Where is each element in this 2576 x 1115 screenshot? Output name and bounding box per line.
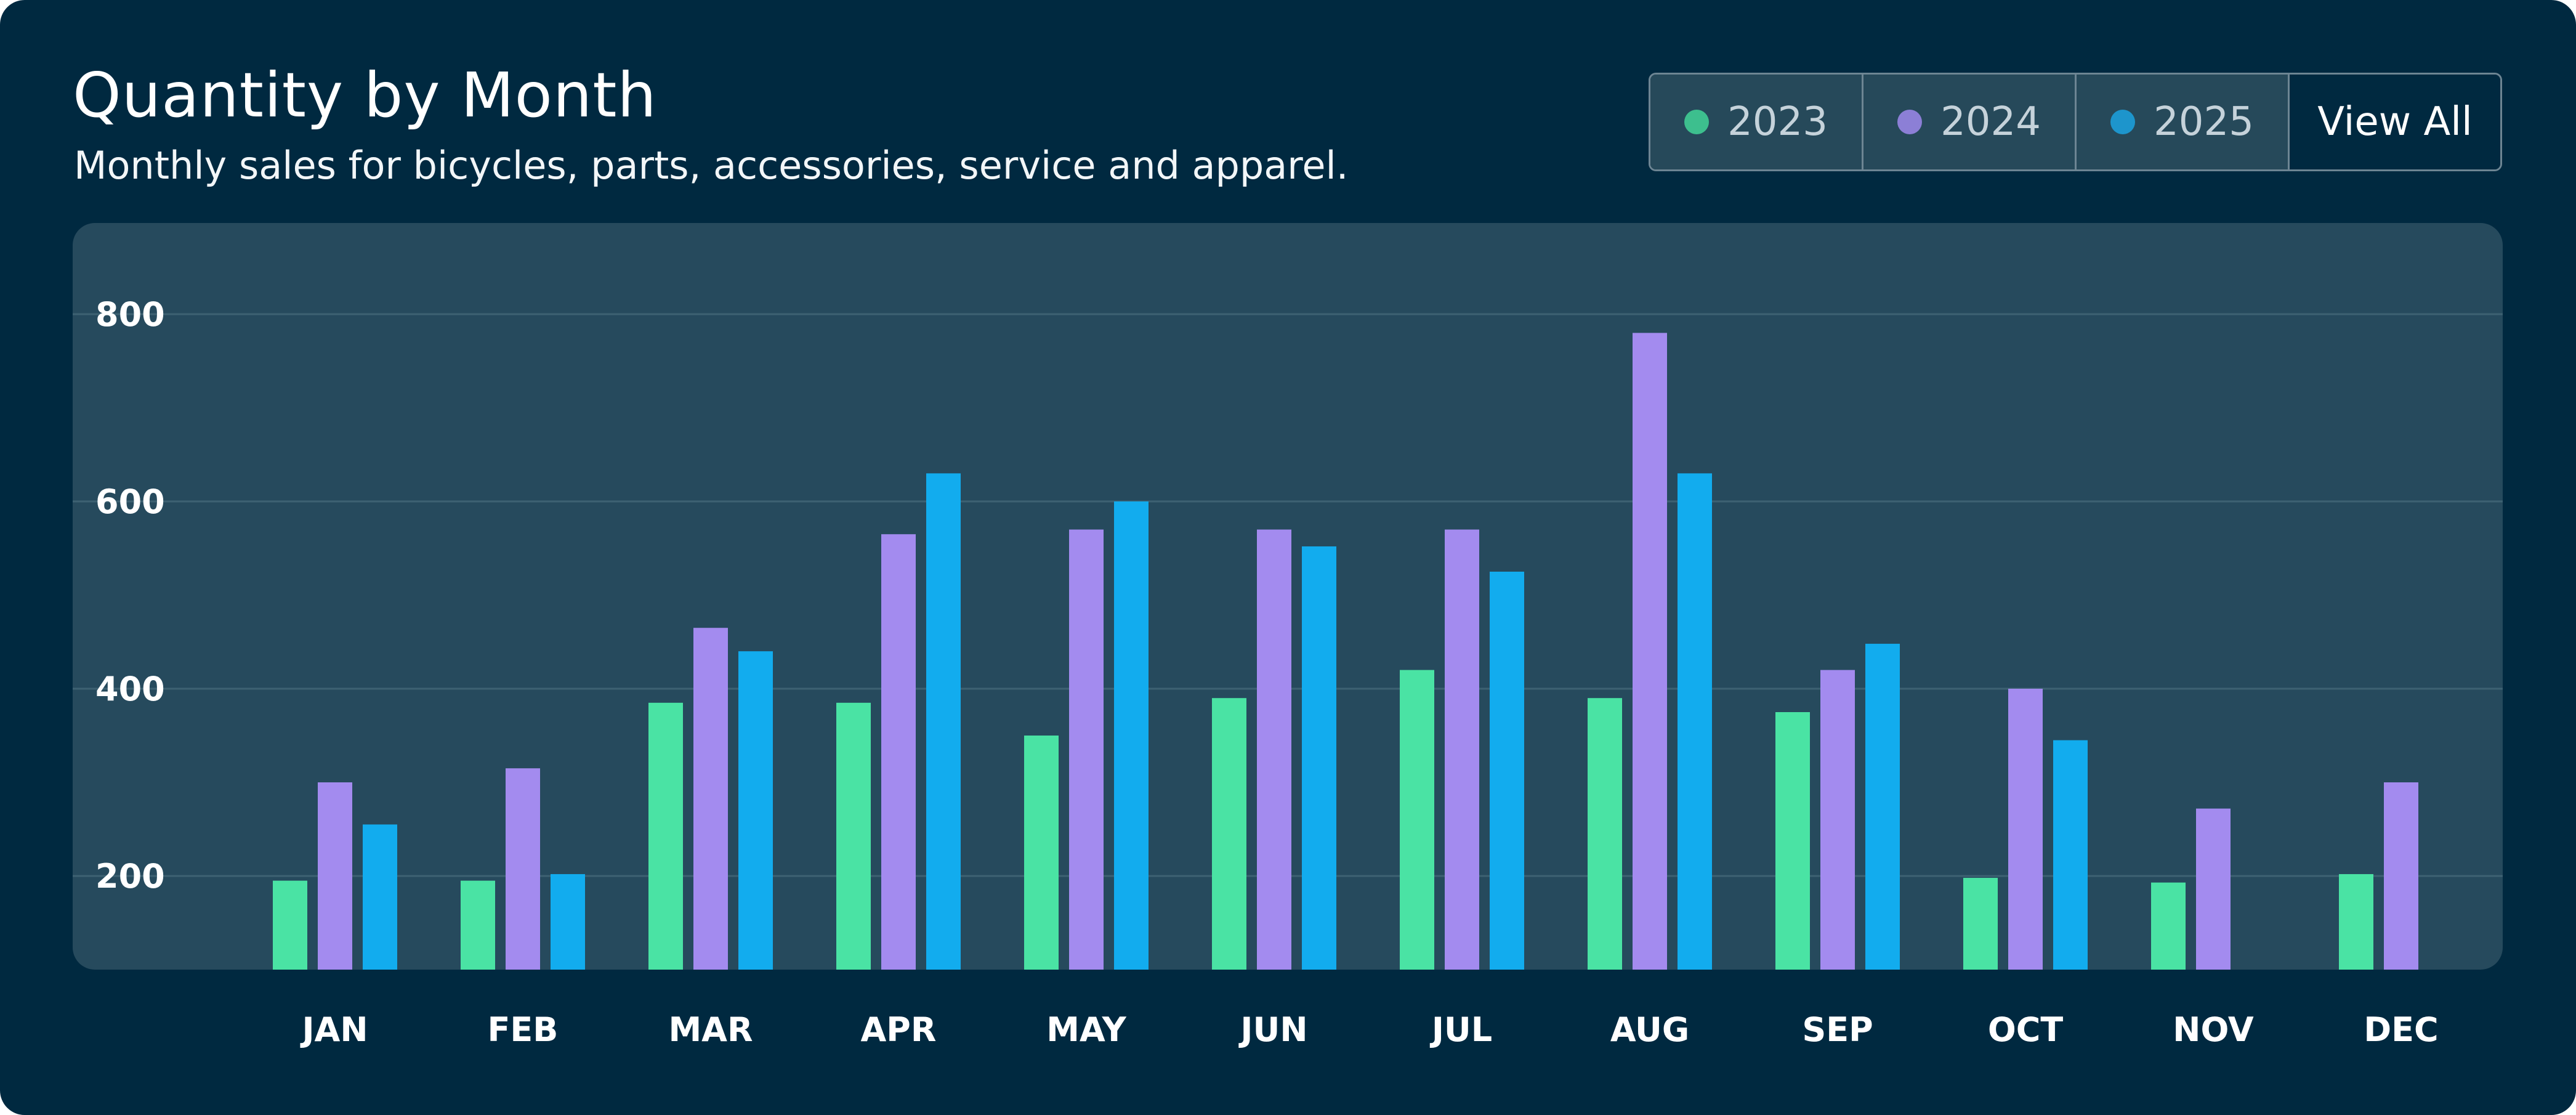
bar-2023-mar[interactable] (648, 702, 683, 970)
legend-dot-2024-icon (1897, 110, 1923, 134)
bar-2025-sep[interactable] (1865, 644, 1900, 970)
y-tick-label-200: 200 (95, 857, 165, 896)
x-tick-label-jun: JUN (1238, 1010, 1307, 1049)
x-tick-label-jul: JUL (1429, 1010, 1492, 1049)
bar-2024-mar[interactable] (693, 628, 728, 970)
x-tick-label-nov: NOV (2173, 1010, 2254, 1049)
legend-dot-2023-icon (1684, 110, 1710, 134)
bar-2023-nov[interactable] (2151, 882, 2186, 970)
bar-2023-jul[interactable] (1400, 670, 1434, 970)
bar-2023-may[interactable] (1024, 736, 1059, 970)
bar-2023-jan[interactable] (273, 880, 307, 970)
bar-2025-apr[interactable] (926, 473, 961, 970)
legend-dot-2025-icon (2110, 110, 2136, 134)
y-tick-label-800: 800 (95, 295, 165, 334)
bar-2024-jan[interactable] (318, 782, 352, 970)
bar-2025-mar[interactable] (738, 651, 773, 970)
bar-2025-jul[interactable] (1490, 572, 1524, 970)
x-tick-label-aug: AUG (1610, 1010, 1689, 1049)
bar-2024-oct[interactable] (2008, 689, 2043, 970)
x-tick-label-apr: APR (861, 1010, 937, 1049)
bar-2024-aug[interactable] (1633, 333, 1667, 970)
bar-2023-oct[interactable] (1963, 878, 1998, 970)
bar-2024-dec[interactable] (2384, 782, 2418, 970)
x-tick-label-mar: MAR (668, 1010, 753, 1049)
bar-2023-feb[interactable] (461, 880, 495, 970)
bar-2024-jun[interactable] (1257, 529, 1291, 970)
chart-subtitle: Monthly sales for bicycles, parts, acces… (74, 143, 1349, 188)
y-tick-label-400: 400 (95, 670, 165, 708)
bar-2023-jun[interactable] (1212, 698, 1246, 970)
bar-2023-sep[interactable] (1775, 712, 1810, 970)
bar-2025-jan[interactable] (363, 824, 397, 970)
bar-2024-sep[interactable] (1820, 670, 1855, 970)
filter-2024-label: 2024 (1940, 99, 2041, 145)
x-tick-label-sep: SEP (1802, 1010, 1873, 1049)
bar-2023-aug[interactable] (1588, 698, 1622, 970)
y-tick-label-600: 600 (95, 482, 165, 521)
bar-2024-nov[interactable] (2196, 808, 2231, 970)
bar-2024-may[interactable] (1069, 529, 1104, 970)
bar-2025-jun[interactable] (1302, 546, 1336, 970)
bar-2025-may[interactable] (1114, 501, 1149, 970)
filter-2023-button[interactable]: 2023 (1650, 75, 1863, 169)
bar-2025-oct[interactable] (2053, 740, 2088, 970)
bar-2024-apr[interactable] (881, 534, 916, 970)
x-tick-label-dec: DEC (2364, 1010, 2438, 1049)
x-tick-label-jan: JAN (299, 1010, 368, 1049)
bar-2025-aug[interactable] (1678, 473, 1712, 970)
x-tick-label-may: MAY (1046, 1010, 1126, 1049)
bar-2024-feb[interactable] (506, 768, 540, 970)
bar-2023-apr[interactable] (836, 702, 871, 970)
filter-2025-label: 2025 (2154, 99, 2254, 145)
filter-2025-button[interactable]: 2025 (2077, 75, 2290, 169)
x-tick-label-oct: OCT (1988, 1010, 2064, 1049)
bar-2024-jul[interactable] (1445, 529, 1479, 970)
bar-2023-dec[interactable] (2339, 874, 2373, 970)
chart-title: Quantity by Month (73, 59, 657, 131)
x-tick-label-feb: FEB (488, 1010, 559, 1049)
filter-2023-label: 2023 (1727, 99, 1828, 145)
year-filter-group: 2023 2024 2025 View All (1649, 73, 2502, 171)
view-all-button[interactable]: View All (2290, 75, 2500, 169)
filter-2024-button[interactable]: 2024 (1863, 75, 2077, 169)
bar-2025-feb[interactable] (551, 874, 585, 970)
